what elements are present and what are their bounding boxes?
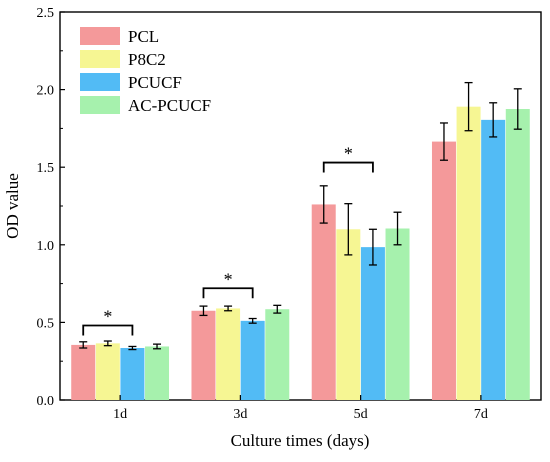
y-tick-label: 1.5 [37,161,55,176]
significance-label-5d: * [344,144,353,164]
legend-swatch-ac-pcucf [80,96,120,114]
significance-bracket-3d [202,287,254,299]
x-tick-label-7d: 7d [474,407,488,422]
legend-swatch-pcl [80,27,120,45]
bar-pcucf-7d [481,119,506,400]
bar-p8c2-5d [336,229,361,400]
bar-ac-pcucf-1d [145,346,170,400]
legend-label-p8c2: P8C2 [128,50,166,69]
significance-label-1d: * [103,307,112,327]
x-axis: 1d 3d 5d 7d [113,395,488,422]
legend-label-pcucf: PCUCF [128,73,182,92]
bar-pcucf-3d [240,320,265,400]
significance-bracket-5d [322,161,374,173]
y-axis-title: OD value [3,173,22,239]
bar-pcucf-5d [360,247,385,400]
bars-layer [71,106,530,401]
x-tick-label-5d: 5d [354,407,368,422]
y-tick-label: 2.0 [37,84,55,99]
x-tick-label-1d: 1d [113,407,127,422]
bar-p8c2-7d [456,106,481,400]
bar-p8c2-1d [95,343,120,400]
legend-swatch-pcucf [80,73,120,91]
bar-pcl-5d [311,204,336,400]
bar-ac-pcucf-3d [265,309,290,400]
y-tick-label: 0.5 [37,316,55,331]
significance-bracket-1d [82,324,134,336]
bar-pcl-3d [191,310,216,400]
legend-swatch-p8c2 [80,50,120,68]
error-bars-layer [79,81,522,351]
bar-pcl-1d [71,344,96,400]
bar-ac-pcucf-7d [505,109,530,400]
y-tick-label: 2.5 [37,6,55,21]
bar-ac-pcucf-5d [385,228,410,400]
y-tick-label: 1.0 [37,239,55,254]
significance-label-3d: * [224,269,233,289]
bar-p8c2-3d [216,308,241,400]
bar-pcucf-1d [120,348,145,400]
y-tick-label: 0.0 [37,394,55,409]
bar-pcl-7d [431,141,456,401]
significance-layer: * * * [82,144,374,336]
legend: PCL P8C2 PCUCF AC-PCUCF [80,27,211,115]
x-axis-title: Culture times (days) [231,431,370,450]
legend-label-pcl: PCL [128,27,159,46]
legend-label-ac-pcucf: AC-PCUCF [128,96,211,115]
y-axis: 0.0 0.5 1.0 1.5 2.0 2.5 [37,6,65,409]
x-tick-label-3d: 3d [233,407,247,422]
